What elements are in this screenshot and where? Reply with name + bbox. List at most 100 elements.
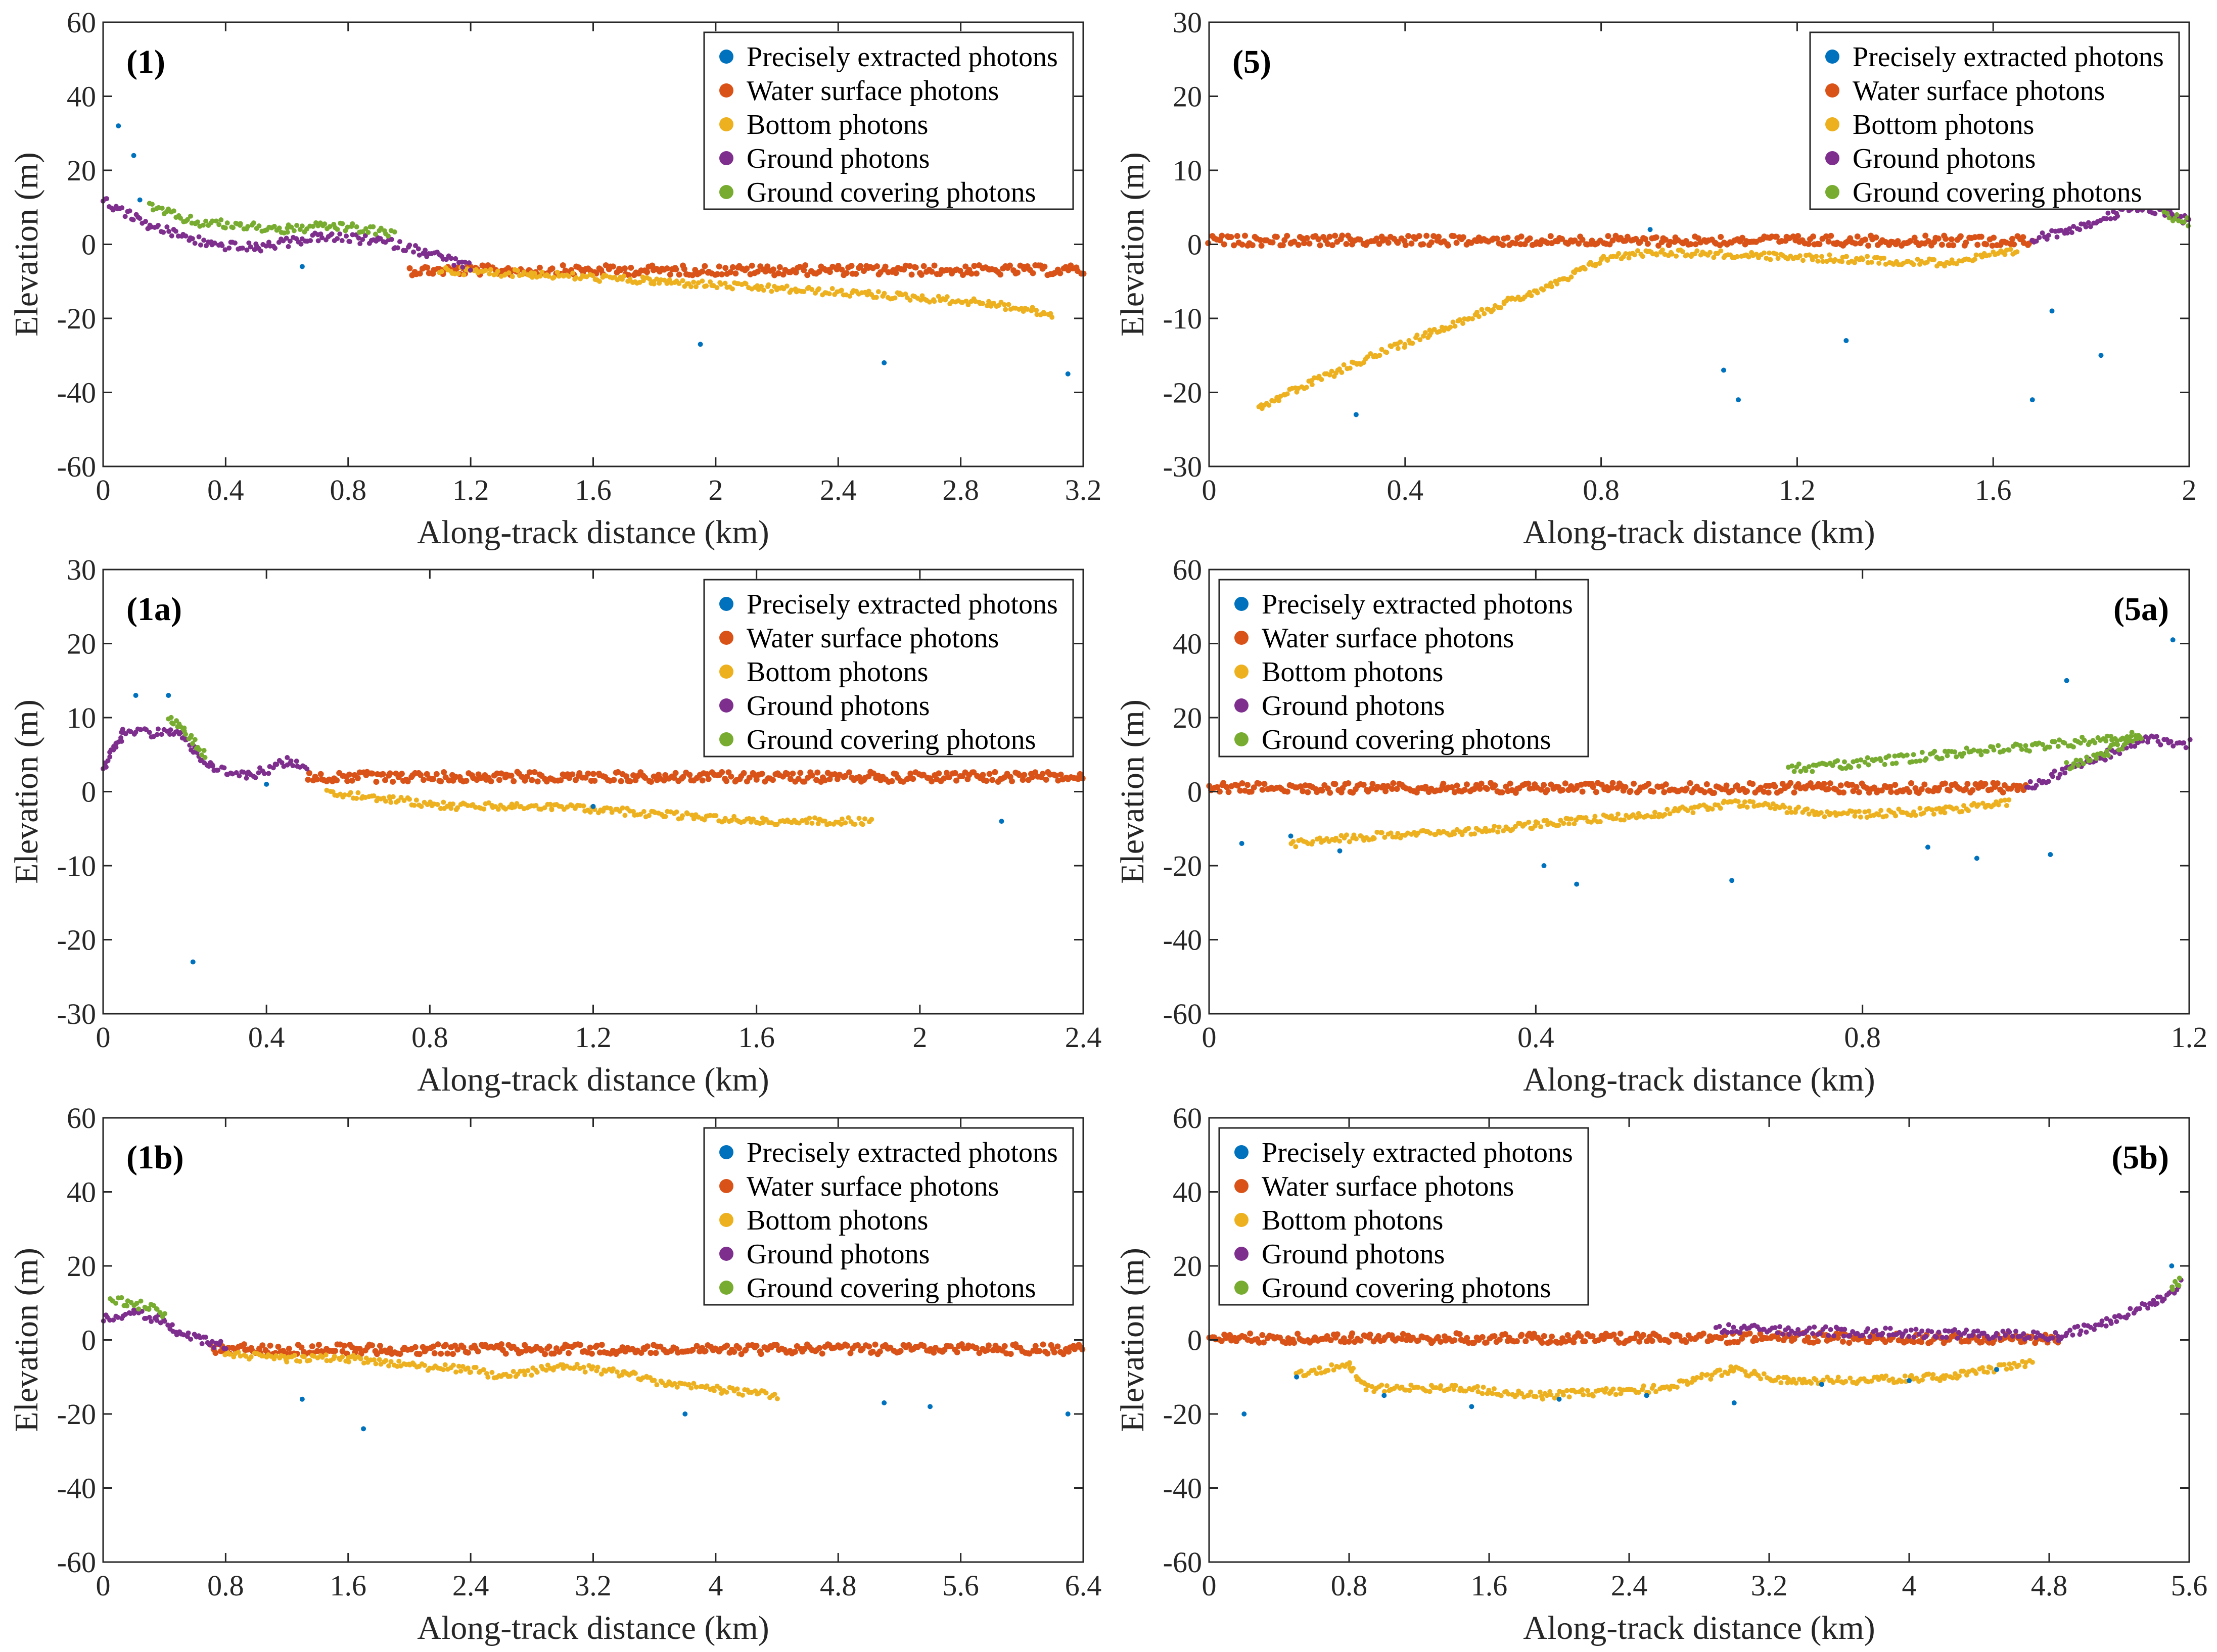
data-point: [1377, 353, 1382, 358]
data-point: [2067, 1328, 2073, 1333]
data-point: [403, 248, 408, 254]
data-point: [676, 281, 682, 287]
data-point: [2183, 745, 2189, 750]
data-point: [604, 273, 609, 278]
data-point: [1440, 780, 1447, 787]
x-tick-label: 4.8: [820, 1569, 857, 1602]
data-point: [1334, 1331, 1341, 1338]
data-point: [137, 216, 143, 221]
data-point: [1674, 253, 1679, 259]
data-point: [1975, 748, 1981, 754]
data-point: [1544, 818, 1549, 823]
data-point: [2065, 743, 2071, 749]
data-point: [758, 1351, 764, 1357]
data-point: [2095, 735, 2101, 740]
data-point: [363, 1355, 369, 1361]
data-point: [1922, 232, 1929, 239]
data-point: [159, 732, 164, 737]
data-point: [872, 1341, 879, 1348]
data-point: [123, 731, 128, 737]
data-point: [1807, 1325, 1812, 1331]
data-point: [502, 1350, 509, 1357]
data-point: [1300, 788, 1306, 794]
data-point: [1988, 744, 1994, 749]
data-point: [1826, 1333, 1831, 1338]
data-point: [1564, 1388, 1569, 1393]
data-point: [162, 1311, 168, 1316]
data-point: [324, 1358, 330, 1363]
data-point: [1617, 1330, 1624, 1337]
data-point: [1996, 743, 2001, 748]
data-point: [1341, 362, 1347, 367]
data-point: [2052, 768, 2057, 774]
data-point: [1305, 789, 1311, 795]
data-point: [1925, 844, 1930, 850]
data-points: [1206, 1263, 2184, 1417]
data-point: [1856, 764, 1862, 769]
data-point: [716, 263, 722, 270]
data-point: [1828, 232, 1834, 239]
data-point: [537, 273, 543, 279]
data-point: [498, 1341, 505, 1348]
data-point: [1016, 772, 1023, 778]
data-point: [1842, 1327, 1848, 1332]
x-axis-label: Along-track distance (km): [1523, 1061, 1875, 1098]
data-point: [1984, 1370, 1990, 1375]
data-point: [906, 1342, 912, 1348]
data-point: [704, 1383, 710, 1389]
data-point: [598, 1342, 605, 1348]
data-point: [1841, 810, 1846, 816]
data-point: [2106, 752, 2111, 758]
data-point: [1449, 784, 1455, 790]
data-point: [1669, 251, 1675, 257]
data-point: [918, 271, 925, 278]
data-point: [1907, 760, 1913, 765]
data-point: [1239, 841, 1244, 846]
y-tick-label: 40: [67, 1176, 96, 1209]
data-point: [1997, 1335, 2003, 1341]
data-point: [1475, 1384, 1481, 1389]
data-point: [210, 764, 215, 769]
data-point: [1525, 780, 1532, 787]
data-point: [1535, 290, 1540, 296]
data-point: [1365, 354, 1370, 360]
data-point: [816, 1345, 822, 1351]
data-point: [1810, 1331, 1816, 1336]
data-point: [714, 285, 720, 291]
legend-item-cover: Ground covering photons: [719, 177, 1036, 208]
data-point: [2046, 232, 2051, 238]
legend-item-water: Water surface photons: [719, 1171, 999, 1202]
data-point: [1848, 1375, 1853, 1381]
data-point: [1040, 1341, 1046, 1348]
data-point: [1902, 1373, 1908, 1379]
data-point: [1304, 385, 1309, 390]
legend-label: Precisely extracted photons: [747, 41, 1058, 73]
data-point: [1862, 760, 1868, 765]
data-point: [2129, 743, 2134, 749]
data-point: [1379, 1382, 1384, 1388]
data-point: [944, 294, 950, 300]
data-point: [702, 817, 707, 823]
data-point: [259, 1342, 266, 1349]
x-tick-label: 0: [1202, 1569, 1217, 1602]
data-point: [503, 806, 509, 812]
data-point: [1630, 812, 1636, 818]
legend-item-cover: Ground covering photons: [1234, 724, 1551, 756]
data-point: [1329, 1362, 1334, 1367]
data-point: [565, 1350, 572, 1356]
data-point: [1231, 242, 1237, 249]
data-point: [936, 294, 941, 299]
legend-label: Ground photons: [1853, 143, 2036, 174]
data-point: [365, 229, 371, 235]
data-point: [1324, 1333, 1330, 1340]
data-point: [157, 1310, 163, 1315]
data-point: [1317, 835, 1322, 841]
data-point: [1234, 233, 1240, 240]
data-point: [534, 1370, 540, 1375]
data-point: [1778, 1380, 1784, 1386]
data-point: [1650, 788, 1656, 795]
data-point: [1942, 263, 1947, 269]
data-point: [1810, 257, 1815, 263]
